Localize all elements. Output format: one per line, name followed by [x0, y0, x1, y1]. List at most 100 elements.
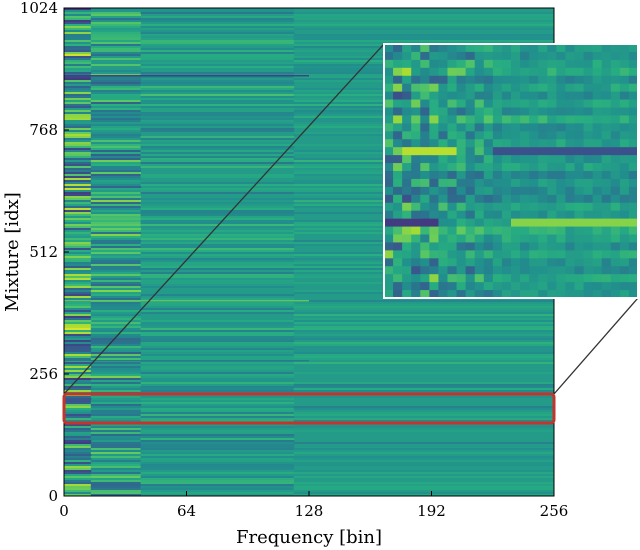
heatmap-cell	[293, 470, 554, 472]
heatmap-cell	[90, 402, 142, 404]
inset-cell	[520, 290, 530, 298]
heatmap-cell	[90, 226, 142, 228]
heatmap-cell	[64, 480, 92, 482]
heatmap-cell	[64, 208, 92, 210]
inset-cell	[474, 59, 485, 69]
inset-cell	[420, 250, 430, 259]
heatmap-cell	[140, 238, 295, 240]
heatmap-cell	[90, 58, 142, 60]
heatmap-cell	[64, 380, 92, 382]
heatmap-cell	[140, 354, 295, 356]
heatmap-cell	[140, 118, 295, 120]
heatmap-cell	[64, 276, 92, 278]
inset-cell	[556, 107, 567, 117]
inset-cell	[402, 163, 412, 172]
heatmap-cell	[90, 142, 142, 144]
inset-cell	[583, 107, 594, 117]
heatmap-cell	[140, 454, 295, 456]
heatmap-cell	[90, 260, 142, 262]
heatmap-cell	[140, 436, 295, 438]
heatmap-cell	[90, 352, 142, 354]
inset-cell	[574, 258, 585, 267]
heatmap-cell	[140, 304, 295, 306]
heatmap-cell	[64, 102, 92, 104]
heatmap-cell	[64, 220, 92, 222]
inset-cell	[393, 75, 403, 85]
inset-cell	[483, 131, 494, 140]
heatmap-cell	[90, 136, 142, 138]
heatmap-cell	[140, 390, 295, 392]
heatmap-cell	[140, 466, 295, 468]
heatmap-cell	[90, 46, 142, 48]
heatmap-cell	[140, 28, 295, 30]
inset-cell	[492, 51, 503, 61]
inset-cell	[429, 123, 440, 132]
heatmap-cell	[90, 150, 142, 152]
inset-cell	[411, 139, 421, 148]
heatmap-cell	[90, 304, 142, 306]
inset-cell	[384, 290, 394, 298]
inset-cell	[447, 290, 458, 298]
inset-cell	[438, 218, 449, 228]
inset-cell	[583, 242, 594, 251]
inset-cell	[529, 91, 539, 101]
inset-cell	[483, 99, 494, 109]
inset-cell	[411, 171, 421, 180]
inset-cell	[520, 83, 530, 93]
heatmap-cell	[90, 488, 142, 490]
heatmap-cell	[90, 426, 142, 428]
heatmap-cell	[64, 362, 92, 364]
inset-cell	[592, 186, 603, 196]
inset-cell	[628, 210, 638, 220]
heatmap-cell	[140, 32, 295, 34]
inset-cell	[628, 186, 638, 196]
heatmap-cell	[64, 62, 92, 64]
heatmap-cell	[140, 258, 295, 260]
inset-cell	[411, 234, 421, 244]
heatmap-cell	[293, 356, 554, 358]
inset-cell	[619, 107, 630, 117]
inset-cell	[574, 123, 585, 132]
inset-cell	[601, 99, 612, 109]
heatmap-cell	[64, 426, 92, 428]
inset-cell	[438, 99, 449, 109]
inset-cell	[411, 107, 421, 117]
heatmap-cell	[140, 224, 295, 226]
heatmap-cell	[293, 382, 554, 384]
inset-cell	[520, 67, 530, 77]
heatmap-cell	[90, 472, 142, 474]
heatmap-cell	[140, 486, 295, 488]
inset-cell	[402, 202, 412, 212]
inset-cell	[619, 290, 630, 298]
heatmap-cell	[64, 240, 92, 242]
heatmap-cell	[90, 296, 142, 298]
inset-cell	[429, 226, 440, 236]
heatmap-cell	[64, 264, 92, 266]
heatmap-cell	[140, 54, 295, 56]
inset-cell	[411, 178, 421, 188]
inset-cell	[574, 210, 585, 220]
inset-cell	[538, 59, 548, 69]
heatmap-cell	[293, 408, 554, 410]
heatmap-cell	[64, 282, 92, 284]
heatmap-cell	[293, 388, 554, 390]
heatmap-cell	[90, 284, 142, 286]
inset-cell	[547, 44, 557, 53]
inset-cell	[565, 186, 576, 196]
inset-cell	[456, 242, 467, 251]
inset-cell	[520, 210, 530, 220]
inset-cell	[628, 51, 638, 61]
inset-cell	[420, 107, 430, 117]
inset-cell	[592, 44, 603, 53]
inset-cell	[610, 139, 621, 148]
inset-cell	[556, 266, 567, 275]
inset-cell	[474, 234, 485, 244]
inset-cell	[456, 83, 467, 93]
heatmap-cell	[64, 278, 92, 280]
inset-cell	[456, 194, 467, 204]
heatmap-cell	[90, 338, 142, 340]
heatmap-cell	[293, 396, 554, 398]
heatmap-cell	[64, 390, 92, 392]
inset-cell	[619, 282, 630, 291]
inset-cell	[456, 131, 467, 140]
